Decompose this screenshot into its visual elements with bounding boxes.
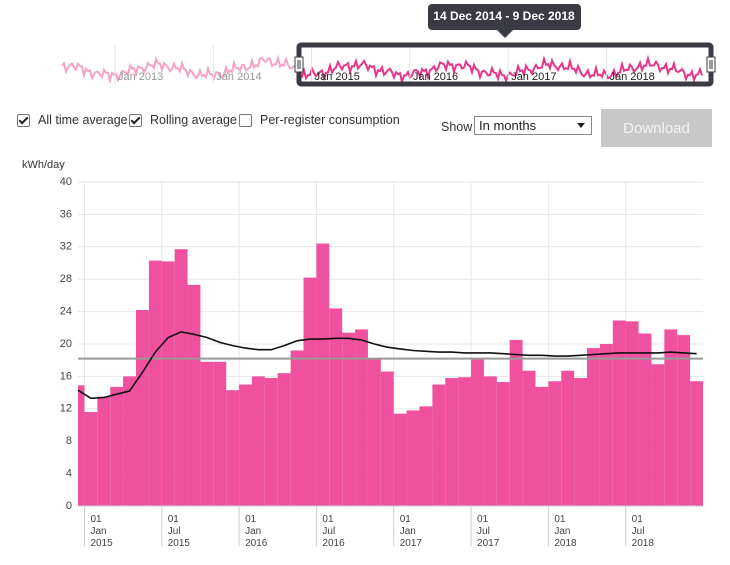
checkbox-box[interactable] xyxy=(129,113,142,127)
checkbox-box[interactable] xyxy=(239,113,252,127)
bar xyxy=(419,406,433,506)
y-tick-label: 24 xyxy=(60,306,72,318)
bar xyxy=(432,384,446,506)
rolling-average-line xyxy=(77,331,697,400)
bar xyxy=(316,243,330,506)
y-tick-label: 16 xyxy=(60,370,72,382)
bar xyxy=(522,370,536,506)
bar xyxy=(355,329,368,506)
bar xyxy=(677,335,691,506)
y-axis-label: kWh/day xyxy=(22,159,65,171)
bar xyxy=(509,339,523,506)
bar xyxy=(548,381,562,506)
bar xyxy=(239,384,252,506)
show-label: Show xyxy=(441,120,473,134)
bar xyxy=(342,332,356,506)
y-tick-label: 32 xyxy=(60,241,72,253)
x-tick-label: 01 Jul 2015 xyxy=(168,514,191,549)
x-tick-label: 01 Jan 2016 xyxy=(245,514,268,549)
navigator-label: Jan 2017 xyxy=(511,71,556,83)
bar xyxy=(187,284,201,506)
bar xyxy=(587,348,600,506)
y-tick-label: 20 xyxy=(60,338,72,350)
x-tick-label: 01 Jul 2016 xyxy=(322,514,345,549)
bar xyxy=(277,373,291,506)
y-tick-label: 4 xyxy=(66,468,72,480)
bar xyxy=(329,308,343,506)
x-tick-label: 01 Jan 2018 xyxy=(554,514,577,549)
bar xyxy=(135,309,149,506)
y-tick-label: 0 xyxy=(66,500,72,512)
checkbox[interactable]: All time average xyxy=(17,113,128,127)
navigator-handle xyxy=(706,56,716,73)
bar xyxy=(161,261,175,506)
bar xyxy=(84,412,98,506)
bar xyxy=(535,386,549,506)
range-tooltip-arrow xyxy=(497,30,513,38)
bar xyxy=(651,364,665,506)
bar xyxy=(213,361,227,506)
bar xyxy=(496,382,510,506)
navigator-selection xyxy=(296,42,714,87)
bar xyxy=(251,376,265,506)
bar xyxy=(690,381,703,506)
bar xyxy=(625,321,639,506)
bar xyxy=(174,249,188,507)
bar xyxy=(148,260,162,506)
download-button[interactable]: Download xyxy=(601,109,712,147)
bar xyxy=(380,371,394,506)
bar xyxy=(599,344,613,506)
y-tick-label: 40 xyxy=(60,176,72,188)
bar xyxy=(483,376,497,506)
y-tick-label: 36 xyxy=(60,208,72,220)
navigator-line-selected xyxy=(297,54,703,86)
bar xyxy=(406,410,420,506)
navigator-label: Jan 2013 xyxy=(118,71,163,83)
bar xyxy=(638,333,652,506)
checkbox-label[interactable]: All time average xyxy=(38,113,128,127)
x-tick-label: 01 Jan 2017 xyxy=(400,514,423,549)
bar xyxy=(290,350,304,506)
bar xyxy=(200,361,214,506)
y-tick-label: 8 xyxy=(66,435,72,447)
bar xyxy=(264,378,278,506)
bar xyxy=(471,359,484,506)
range-tooltip-text: 14 Dec 2014 - 9 Dec 2018 xyxy=(433,9,575,23)
bar xyxy=(574,378,588,506)
bar xyxy=(664,329,678,506)
checkbox[interactable]: Rolling average xyxy=(129,113,237,127)
checkbox-label[interactable]: Rolling average xyxy=(150,113,237,127)
bar xyxy=(303,277,317,506)
bar xyxy=(561,370,575,506)
checkbox[interactable]: Per-register consumption xyxy=(239,113,400,127)
bar xyxy=(367,359,381,506)
bar xyxy=(393,413,407,506)
navigator-handle xyxy=(294,56,304,73)
bar xyxy=(458,377,472,506)
x-tick-label: 01 Jul 2017 xyxy=(477,514,500,549)
bar xyxy=(612,320,626,506)
navigator-line xyxy=(61,54,299,85)
x-tick-label: 01 Jan 2015 xyxy=(90,514,113,549)
checkbox-label[interactable]: Per-register consumption xyxy=(260,113,400,127)
bar xyxy=(78,385,85,506)
range-tooltip xyxy=(428,4,581,30)
show-select[interactable]: In months xyxy=(474,116,592,135)
checkbox-box[interactable] xyxy=(17,113,30,127)
bar xyxy=(110,386,124,506)
x-tick-label: 01 Jul 2018 xyxy=(632,514,655,549)
bar xyxy=(123,376,136,506)
bar xyxy=(445,378,459,506)
navigator-label: Jan 2014 xyxy=(216,71,261,83)
navigator-label: Jan 2018 xyxy=(610,71,655,83)
bar xyxy=(226,390,240,506)
navigator-label: Jan 2016 xyxy=(413,71,458,83)
bar xyxy=(97,396,111,506)
y-tick-label: 12 xyxy=(60,403,72,415)
navigator-label: Jan 2015 xyxy=(315,71,360,83)
y-tick-label: 28 xyxy=(60,273,72,285)
